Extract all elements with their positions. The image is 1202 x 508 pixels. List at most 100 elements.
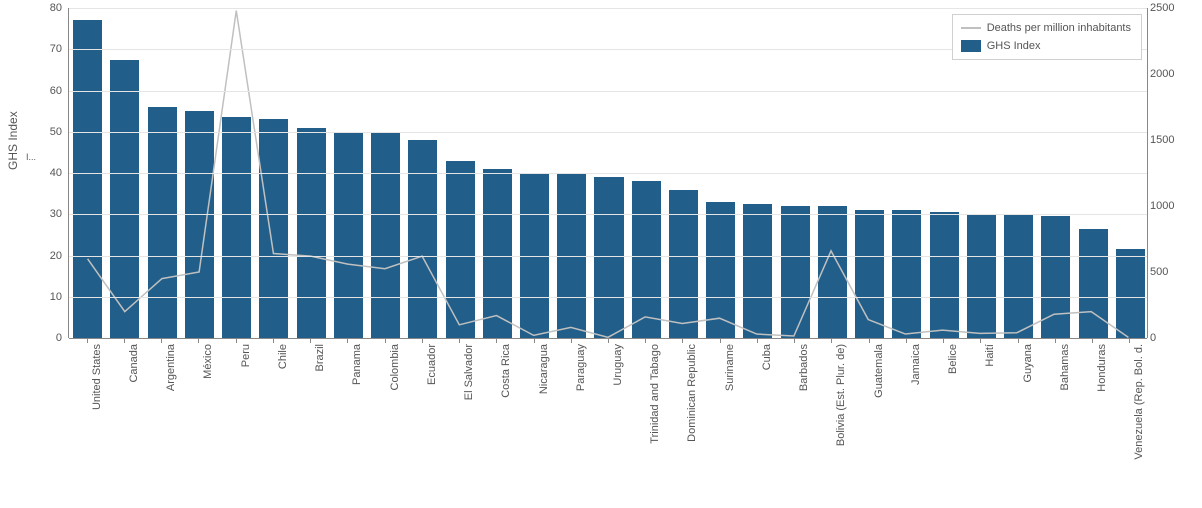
bar <box>259 119 288 338</box>
bar <box>148 107 177 338</box>
bar <box>1004 214 1033 338</box>
x-tick <box>720 338 721 343</box>
x-tick-label: Argentina <box>165 344 177 391</box>
x-tick <box>943 338 944 343</box>
y1-tick-label: 40 <box>38 167 62 179</box>
y1-axis-title: GHS Index <box>6 111 20 170</box>
y1-tick-label: 20 <box>38 250 62 262</box>
x-tick <box>161 338 162 343</box>
x-tick <box>757 338 758 343</box>
bar <box>781 206 810 338</box>
x-tick-label: Guatemala <box>873 344 885 398</box>
y2-tick-label: 0 <box>1150 332 1178 344</box>
y1-axis-subscript: I... <box>26 152 36 162</box>
bar <box>892 210 921 338</box>
legend-item-deaths: Deaths per million inhabitants <box>961 19 1131 37</box>
gridline <box>69 173 1147 174</box>
x-tick-label: Costa Rica <box>500 344 512 398</box>
x-tick-label: Bahamas <box>1059 344 1071 390</box>
x-tick-label: Barbados <box>798 344 810 391</box>
x-tick-label: Uruguay <box>612 344 624 386</box>
bar <box>594 177 623 338</box>
y2-tick-label: 1500 <box>1150 134 1178 146</box>
bar <box>818 206 847 338</box>
x-tick <box>124 338 125 343</box>
bar <box>930 212 959 338</box>
gridline <box>69 297 1147 298</box>
y1-tick-label: 70 <box>38 43 62 55</box>
legend-item-ghs: GHS Index <box>961 37 1131 55</box>
bar <box>706 202 735 338</box>
x-tick-label: Haití <box>984 344 996 367</box>
x-tick-label: Bolivia (Est. Plur. de) <box>835 344 847 446</box>
y2-tick-label: 2500 <box>1150 2 1178 14</box>
x-tick <box>682 338 683 343</box>
bar <box>1041 216 1070 338</box>
x-tick-label: Jamaica <box>910 344 922 385</box>
x-tick-label: Belice <box>947 344 959 374</box>
x-tick-label: Brazil <box>314 344 326 372</box>
x-tick <box>1018 338 1019 343</box>
x-tick-label: Peru <box>240 344 252 367</box>
x-tick-label: Guyana <box>1022 344 1034 383</box>
bar <box>1079 229 1108 338</box>
bar <box>743 204 772 338</box>
bar <box>334 132 363 338</box>
x-tick-label: Canada <box>128 344 140 383</box>
x-tick <box>794 338 795 343</box>
x-tick <box>645 338 646 343</box>
x-tick <box>608 338 609 343</box>
x-tick <box>1129 338 1130 343</box>
y1-tick-label: 0 <box>38 332 62 344</box>
x-tick <box>1092 338 1093 343</box>
x-tick <box>869 338 870 343</box>
y1-tick-label: 30 <box>38 208 62 220</box>
x-tick-label: Colombia <box>389 344 401 390</box>
legend: Deaths per million inhabitants GHS Index <box>952 14 1142 60</box>
bar <box>855 210 884 338</box>
x-tick-label: Trinidad and Tabago <box>649 344 661 444</box>
legend-deaths-label: Deaths per million inhabitants <box>987 22 1131 34</box>
bar <box>1116 249 1145 338</box>
x-tick <box>198 338 199 343</box>
y2-tick-label: 500 <box>1150 266 1178 278</box>
bar <box>371 132 400 338</box>
x-tick-label: Honduras <box>1096 344 1108 392</box>
x-tick <box>422 338 423 343</box>
x-tick <box>1055 338 1056 343</box>
x-tick-label: Nicaragua <box>538 344 550 394</box>
y1-tick-label: 80 <box>38 2 62 14</box>
bar <box>669 190 698 339</box>
gridline <box>69 91 1147 92</box>
y2-tick-label: 2000 <box>1150 68 1178 80</box>
bar <box>185 111 214 338</box>
x-tick <box>87 338 88 343</box>
x-tick-label: Venezuela (Rep. Bol. d. <box>1133 344 1145 460</box>
bar <box>73 20 102 338</box>
x-tick <box>496 338 497 343</box>
x-tick <box>459 338 460 343</box>
bar <box>632 181 661 338</box>
bar <box>222 117 251 338</box>
gridline <box>69 132 1147 133</box>
legend-ghs-label: GHS Index <box>987 40 1041 52</box>
x-tick-label: El Salvador <box>463 344 475 400</box>
bar <box>408 140 437 338</box>
gridline <box>69 256 1147 257</box>
x-tick-label: Dominican Republic <box>686 344 698 442</box>
x-tick-label: Suriname <box>724 344 736 391</box>
legend-box-swatch <box>961 40 981 52</box>
x-tick <box>385 338 386 343</box>
x-tick-label: Panama <box>351 344 363 385</box>
x-tick <box>347 338 348 343</box>
x-tick <box>310 338 311 343</box>
x-tick <box>236 338 237 343</box>
x-tick-label: México <box>202 344 214 379</box>
x-tick-label: United States <box>91 344 103 410</box>
gridline <box>69 8 1147 9</box>
x-tick-label: Paraguay <box>575 344 587 391</box>
bar <box>483 169 512 338</box>
x-tick-label: Chile <box>277 344 289 369</box>
bar <box>967 214 996 338</box>
x-axis-labels: United States Canada Argentina México Peru Ch… <box>68 344 1148 504</box>
